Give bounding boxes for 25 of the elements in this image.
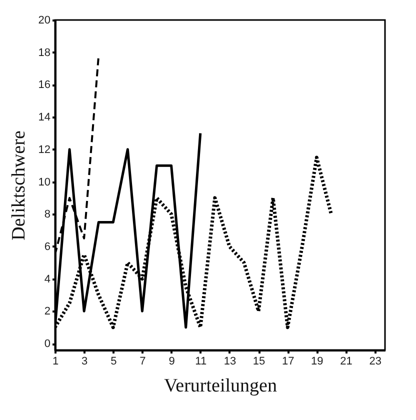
y-tick-label: 2 — [44, 306, 50, 318]
x-tick-label: 23 — [369, 356, 382, 368]
x-tick-label: 15 — [252, 356, 266, 368]
y-axis-title: Deliktschwere — [8, 130, 30, 240]
x-tick-label: 3 — [82, 356, 88, 368]
y-tick-label: 8 — [44, 208, 50, 221]
x-tick-label: 7 — [140, 356, 146, 368]
y-tick-label: 18 — [38, 46, 50, 59]
y-tick-label: 14 — [38, 112, 50, 124]
x-tick-label: 5 — [110, 356, 117, 368]
x-tick-label: 21 — [340, 356, 352, 368]
y-tick-label: 4 — [44, 273, 50, 286]
x-axis-title: Verurteilungen — [164, 376, 278, 396]
y-tick-label: 0 — [44, 338, 50, 350]
y-tick-label: 6 — [44, 240, 50, 253]
x-tick-label: 1 — [52, 356, 59, 368]
x-tick-label: 11 — [195, 356, 207, 368]
y-tick-label: 16 — [38, 79, 50, 92]
x-tick-label: 13 — [224, 356, 236, 368]
y-tick-label: 20 — [38, 14, 50, 26]
x-tick-label: 9 — [168, 356, 175, 368]
y-tick-label: 12 — [38, 144, 50, 156]
x-tick-label: 19 — [311, 356, 324, 368]
y-tick-label: 10 — [38, 176, 50, 188]
x-tick-label: 17 — [282, 356, 294, 368]
